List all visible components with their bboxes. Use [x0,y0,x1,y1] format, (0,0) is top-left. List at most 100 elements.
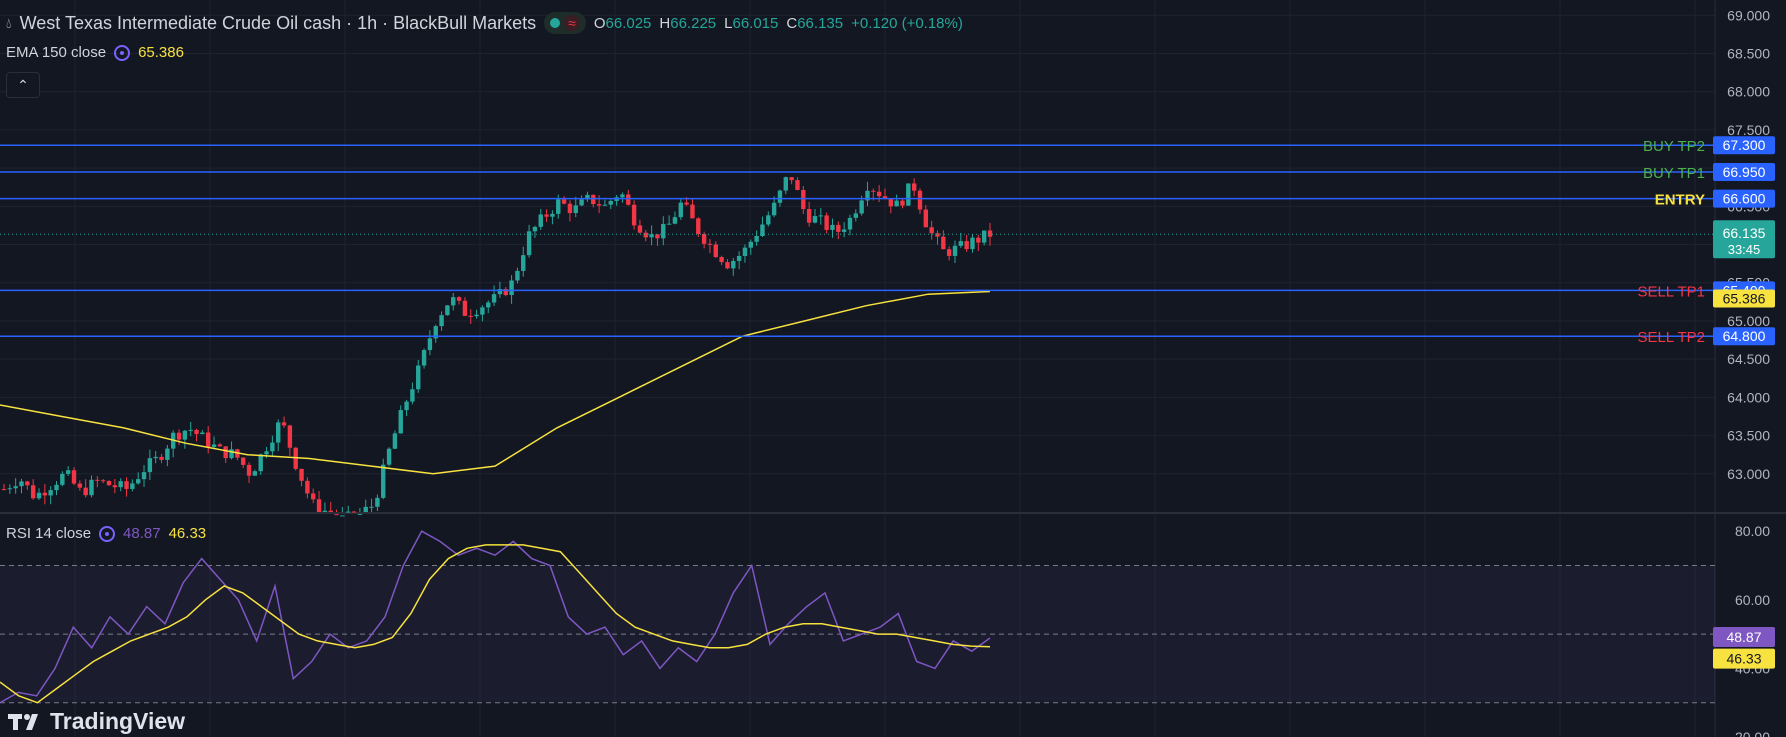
ema-price-tag-bg [1713,289,1775,308]
candle-body [299,468,304,481]
candle-body [25,481,30,486]
price-tick-label: 63.500 [1727,428,1770,444]
candle-body [690,204,695,219]
candle-body [760,224,765,237]
candle-body [497,289,503,295]
candle-body [958,241,964,246]
candle-body [561,199,567,204]
candle-body [678,202,683,218]
candle-body [474,314,479,317]
rsi-value-tag-bg [1713,626,1775,647]
candle-body [684,202,689,205]
candle-body [445,305,450,316]
candle-body [538,214,543,227]
candle-body [375,497,380,507]
candle-body [404,401,409,411]
level-label: SELL TP1 [1637,283,1705,300]
candle-body [655,234,660,239]
candle-body [929,227,934,234]
candle-body [719,257,724,263]
candle-body [666,223,672,225]
candle-body [276,422,281,443]
candle-body [486,302,491,308]
candle-body [526,231,532,256]
status-pill[interactable]: ≈ [544,12,586,34]
candle-body [573,205,578,214]
candle-body [906,183,911,206]
candle-body [381,464,386,498]
candle-body [725,262,730,269]
level-price-tag-bg [1713,327,1775,346]
candle-body [550,213,555,217]
candle-body [54,484,59,491]
indicator-source-icon[interactable] [99,525,116,542]
candle-body [217,444,223,447]
tradingview-logo-icon [8,713,38,730]
change-readout: +0.120 (+0.18%) [851,14,963,32]
candle-body [707,243,713,245]
ohlc-readout: O66.025 H66.225 L66.015 C66.135 +0.120 (… [593,14,963,32]
candle-body [789,177,794,181]
candle-body [30,485,36,499]
candle-body [433,326,438,339]
candle-body [147,458,153,473]
candle-body [410,389,415,402]
candle-body [713,244,718,258]
ema-value: 65.386 [138,44,184,61]
candle-body [194,429,199,435]
candle-body [491,294,497,303]
candle-body [439,315,444,327]
candle-body [754,236,759,242]
collapse-legend-button[interactable]: ⌃ [6,72,40,98]
candle-body [421,350,427,366]
candle-body [311,493,316,500]
candle-body [661,224,666,239]
candle-body [351,511,357,513]
candle-body [894,200,899,207]
rsi-label: RSI 14 close [6,525,92,542]
candle-body [649,234,654,238]
candle-body [328,510,333,512]
rsi-value-tag: 48.87 [1726,629,1761,645]
candle-body [246,464,252,476]
candle-body [818,215,824,217]
candle-body [118,481,123,488]
symbol-title[interactable]: West Texas Intermediate Crude Oil cash ·… [19,12,537,33]
candle-body [206,432,211,448]
candle-body [357,513,363,515]
rsi-ma-value-tag-bg [1713,648,1775,669]
candle-body [456,297,462,301]
candle-body [112,485,118,488]
candle-body [480,307,485,315]
candle-body [200,432,205,435]
rsi-tick-label: 60.00 [1735,592,1770,608]
candle-body [824,215,829,230]
candle-body [701,234,707,244]
price-tick-label: 69.000 [1727,7,1770,23]
candle-body [281,422,287,426]
ema-price-tag: 65.386 [1723,290,1766,306]
price-tick-label: 63.000 [1727,466,1770,482]
ema150-line [0,290,991,475]
level-price-tag: 66.950 [1723,164,1766,180]
indicator-source-icon[interactable] [114,44,131,61]
candle-body [176,432,182,440]
candle-body [888,198,894,207]
rsi-line [0,530,991,704]
candle-body [322,510,328,512]
wave-icon: ≈ [564,15,580,31]
price-axis[interactable]: 63.00063.50064.00064.50065.00065.50066.0… [1713,7,1775,737]
candle-body [544,214,549,217]
level-price-tag: 66.600 [1723,191,1766,207]
rsi-tick-label: 20.00 [1735,729,1770,737]
candle-body [124,481,129,489]
rsi-value: 48.87 [123,525,161,542]
ema-legend[interactable]: EMA 150 close 65.386 [6,44,184,61]
candle-body [981,230,987,243]
rsi-tick-label: 80.00 [1735,523,1770,539]
candle-body [71,470,77,484]
tradingview-logo[interactable]: TradingView [8,708,185,735]
bar-countdown: 33:45 [1728,242,1761,257]
rsi-legend[interactable]: RSI 14 close 48.87 46.33 [6,525,206,542]
